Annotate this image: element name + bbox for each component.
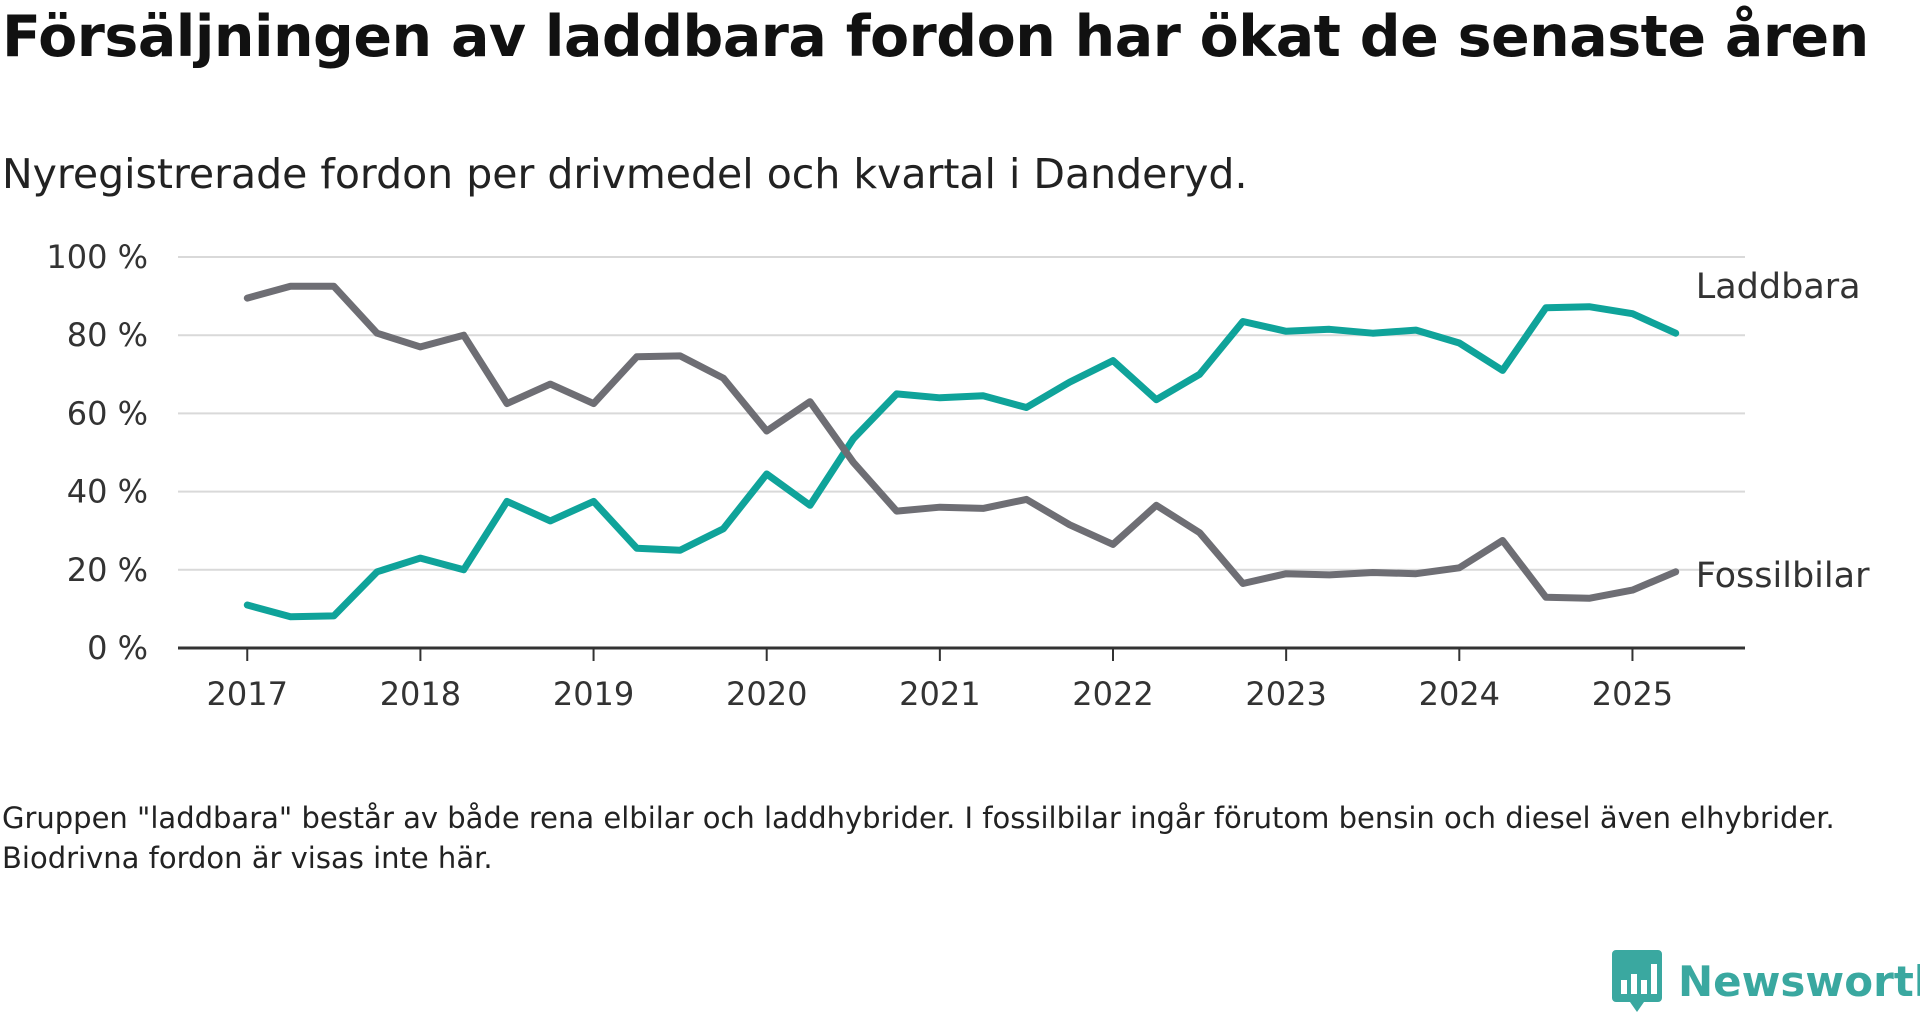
y-tick-label: 0 % (87, 629, 148, 667)
x-tick-label: 2019 (553, 675, 634, 713)
x-tick-label: 2021 (899, 675, 980, 713)
newsworthy-logo-icon (1612, 950, 1662, 1012)
chart-title: Försäljningen av laddbara fordon har öka… (2, 4, 1869, 70)
y-tick-label: 80 % (67, 316, 148, 354)
y-axis-ticks: 0 % 20 % 40 % 60 % 80 % 100 % (46, 238, 148, 667)
series-line-laddbara (243, 303, 1680, 621)
x-tick-label: 2018 (380, 675, 461, 713)
brand-logo: Newsworthy (1612, 950, 1920, 1012)
x-tick-label: 2024 (1419, 675, 1500, 713)
x-tick-label: 2023 (1245, 675, 1326, 713)
chart-subtitle: Nyregistrerade fordon per drivmedel och … (2, 150, 1248, 198)
x-tick-label: 2017 (207, 675, 288, 713)
series-labels: Laddbara Fossilbilar (1696, 267, 1870, 596)
x-tick-label: 2025 (1592, 675, 1673, 713)
footnote: Gruppen "laddbara" består av både rena e… (2, 801, 1835, 875)
brand-name: Newsworthy (1678, 956, 1920, 1006)
x-tick-label: 2022 (1072, 675, 1153, 713)
series-label-laddbara: Laddbara (1696, 267, 1861, 307)
line-chart: 0 % 20 % 40 % 60 % 80 % 100 % 2017 2018 2019 202… (46, 238, 1870, 713)
y-tick-label: 60 % (67, 394, 148, 432)
y-tick-label: 20 % (67, 551, 148, 589)
series-lines (243, 282, 1680, 621)
series-label-fossilbilar: Fossilbilar (1696, 556, 1870, 596)
series-line-fossilbilar (243, 282, 1680, 602)
y-tick-label: 100 % (46, 238, 148, 276)
y-tick-label: 40 % (67, 473, 148, 511)
x-tick-label: 2020 (726, 675, 807, 713)
x-axis: 2017 2018 2019 2020 2021 2022 2023 2024 2025 (178, 646, 1745, 713)
gridlines (178, 256, 1745, 571)
